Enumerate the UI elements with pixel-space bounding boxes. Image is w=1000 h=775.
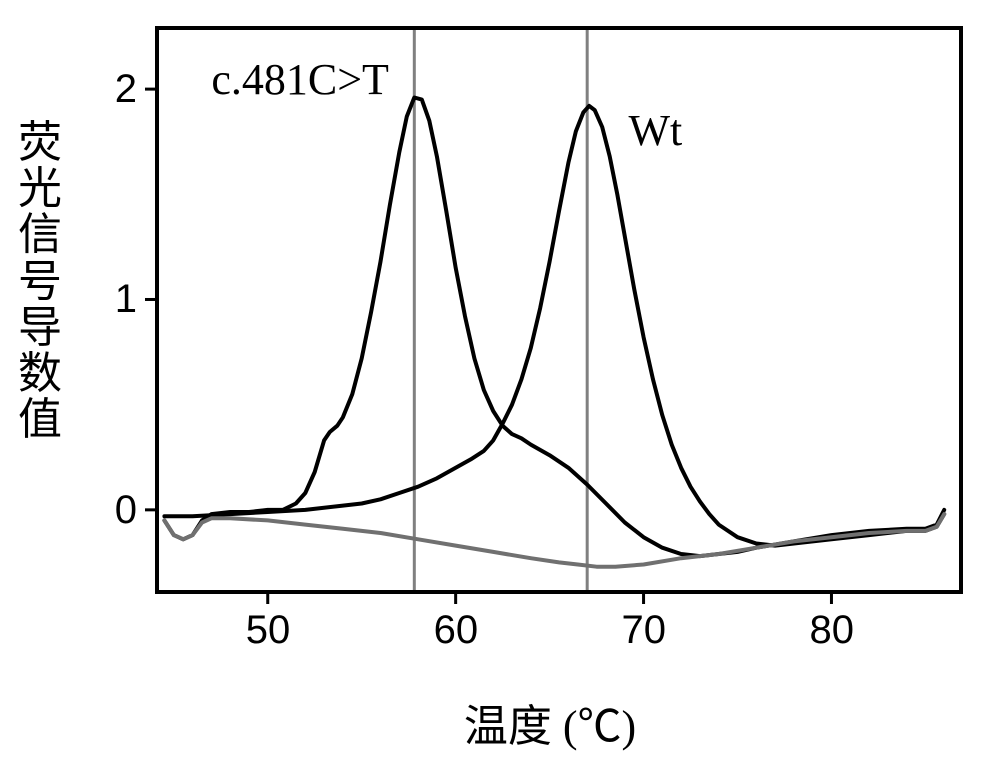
series-mutant (164, 98, 944, 557)
y-tick-label: 1 (115, 277, 137, 322)
y-tick-label: 2 (115, 67, 137, 112)
x-tick-label: 60 (434, 608, 479, 653)
x-tick-label: 80 (809, 608, 854, 653)
y-tick-label: 0 (115, 488, 137, 533)
annotation-wildtype: Wt (629, 105, 683, 156)
plot-svg (0, 0, 1000, 775)
annotation-mutant: c.481C>T (211, 54, 389, 105)
x-tick-label: 50 (246, 608, 291, 653)
x-tick-label: 70 (622, 608, 667, 653)
series-wildtype (164, 106, 944, 546)
melting-curve-chart: 荧光信号导数值 温度 (℃) 50607080012c.481C>TWt (0, 0, 1000, 775)
